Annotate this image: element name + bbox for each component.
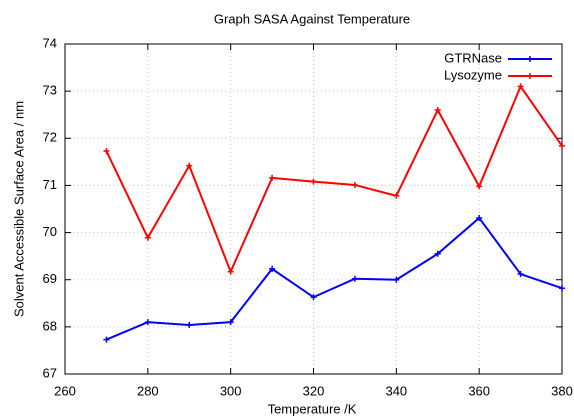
point-marker [434, 107, 441, 113]
marker-shape [517, 271, 524, 278]
point-marker [269, 265, 276, 272]
point-marker [186, 162, 193, 169]
marker-shape [269, 265, 276, 272]
plot-frame [64, 43, 563, 375]
point-marker [434, 250, 441, 257]
point-marker [393, 276, 400, 283]
y-tick-label: 68 [43, 318, 57, 333]
series-line [105, 84, 563, 275]
marker-shape [227, 268, 234, 275]
series-line [106, 216, 563, 341]
marker-shape [527, 73, 533, 79]
point-marker [517, 83, 524, 90]
x-tick-label: 300 [220, 383, 242, 398]
marker-shape [351, 275, 358, 282]
point-marker [310, 178, 317, 185]
x-tick-label: 360 [468, 383, 490, 398]
point-marker [351, 181, 358, 188]
marker-shape [393, 192, 400, 199]
y-tick-label: 74 [43, 35, 57, 50]
point-marker [310, 294, 317, 301]
x-tick-label: 340 [385, 383, 407, 398]
x-axis-label: Temperature /K [268, 401, 357, 416]
marker-shape [144, 234, 151, 241]
point-marker [103, 148, 110, 155]
chart-title: Graph SASA Against Temperature [214, 11, 410, 26]
point-marker [227, 268, 234, 275]
point-marker [351, 275, 358, 282]
marker-shape [144, 319, 151, 326]
marker-shape [269, 174, 276, 181]
x-tick-label: 380 [551, 383, 573, 398]
marker-shape [310, 294, 317, 301]
x-tick-label: 260 [54, 383, 76, 398]
y-tick-label: 67 [43, 365, 57, 380]
marker-shape [517, 83, 524, 90]
point-marker [527, 73, 533, 79]
y-axis-label: Solvent Accessible Surface Area / nm [11, 101, 26, 317]
marker-shape [559, 142, 565, 149]
marker-shape [476, 183, 483, 190]
marker-shape [103, 336, 110, 343]
point-marker [517, 271, 524, 278]
y-tick-label: 73 [43, 83, 57, 98]
marker-shape [434, 250, 441, 257]
point-marker [559, 285, 565, 292]
marker-shape [527, 56, 533, 62]
legend-label: GTRNase [444, 50, 502, 65]
point-marker [527, 56, 533, 62]
point-marker [103, 336, 110, 343]
point-marker [186, 321, 193, 328]
point-marker [144, 319, 151, 326]
x-tick-label: 280 [137, 383, 159, 398]
marker-shape [186, 162, 193, 169]
marker-shape [476, 214, 483, 221]
marker-shape [559, 285, 565, 292]
point-marker [269, 174, 276, 181]
marker-shape [186, 321, 193, 328]
point-marker [559, 142, 565, 149]
y-tick-label: 71 [43, 177, 57, 192]
x-tick-label: 320 [303, 383, 325, 398]
marker-shape [103, 148, 110, 155]
y-tick-label: 70 [43, 224, 57, 239]
marker-shape [434, 107, 441, 113]
point-marker [393, 192, 400, 199]
marker-shape [351, 181, 358, 188]
legend-label: Lysozyme [444, 67, 502, 82]
marker-shape [310, 178, 317, 185]
marker-shape [227, 319, 234, 326]
point-marker [476, 214, 483, 221]
y-tick-label: 72 [43, 130, 57, 145]
y-tick-label: 69 [43, 271, 57, 286]
point-marker [144, 234, 151, 241]
point-marker [227, 319, 234, 326]
marker-shape [393, 276, 400, 283]
point-marker [476, 183, 483, 190]
